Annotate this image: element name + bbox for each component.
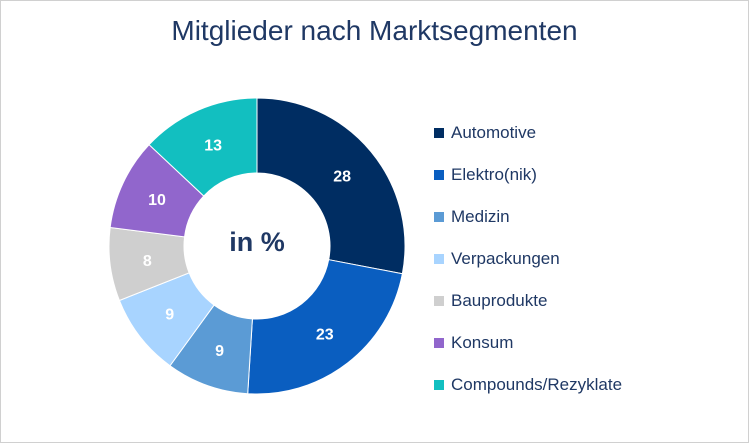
legend-label: Verpackungen	[451, 249, 560, 268]
legend-swatch	[434, 380, 444, 390]
legend-swatch	[434, 338, 444, 348]
legend-label: Automotive	[451, 123, 537, 142]
legend-swatch	[434, 128, 444, 138]
legend-item: Elektro(nik)	[434, 154, 734, 196]
legend-label: Konsum	[451, 333, 514, 352]
data-label: 28	[333, 169, 351, 186]
data-label: 23	[316, 326, 334, 343]
data-label: 10	[148, 192, 166, 209]
legend-item: Compounds/Rezyklate	[434, 364, 734, 406]
legend-label: Bauprodukte	[451, 291, 548, 310]
slice-automotive	[256, 97, 406, 275]
data-label: 9	[215, 343, 224, 360]
legend-swatch	[434, 296, 444, 306]
data-label: 8	[143, 253, 152, 270]
legend-swatch	[434, 170, 444, 180]
legend-item: Konsum	[434, 322, 734, 364]
data-label: 13	[204, 138, 222, 155]
legend-item: Medizin	[434, 196, 734, 238]
slice-elektro-nik	[247, 259, 403, 395]
legend-swatch	[434, 254, 444, 264]
legend: Automotive Elektro(nik) Medizin Verpackunge…	[434, 112, 734, 406]
slice-compounds-rezyklate	[148, 97, 258, 197]
legend-label: Elektro(nik)	[451, 165, 537, 184]
legend-item: Bauprodukte	[434, 280, 734, 322]
legend-label: Compounds/Rezyklate	[451, 375, 623, 394]
legend-item: Verpackungen	[434, 238, 734, 280]
center-label: in %	[229, 227, 285, 257]
chart-title: Mitglieder nach Marktsegmenten	[171, 15, 578, 46]
legend-item: Automotive	[434, 112, 734, 154]
data-label: 9	[165, 307, 174, 324]
legend-label: Medizin	[451, 207, 510, 226]
legend-swatch	[434, 212, 444, 222]
